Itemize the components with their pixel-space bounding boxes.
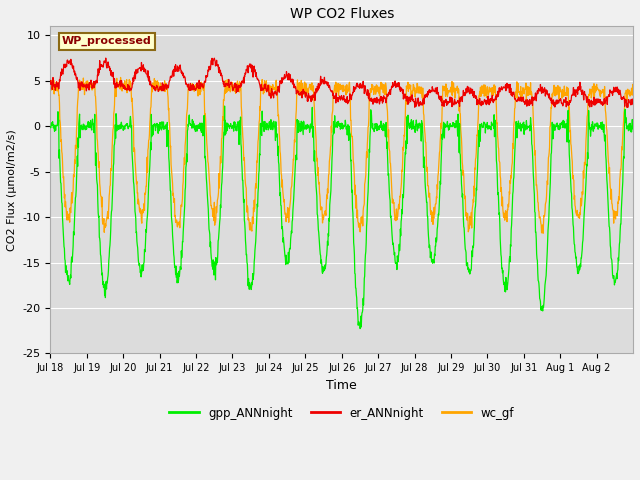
wc_gf — [47, 84, 54, 90]
wc_gf — [540, 230, 547, 236]
Line: er_ANNnight: er_ANNnight — [51, 58, 633, 108]
gpp_ANNnight — [316, 247, 324, 252]
er_ANNnight — [629, 100, 637, 106]
wc_gf — [138, 220, 146, 226]
wc_gf — [316, 192, 324, 198]
Title: WP CO2 Fluxes: WP CO2 Fluxes — [289, 7, 394, 21]
Text: WP_processed: WP_processed — [62, 36, 152, 47]
gpp_ANNnight — [221, 103, 228, 109]
wc_gf — [479, 88, 487, 94]
gpp_ANNnight — [138, 272, 145, 277]
er_ANNnight — [479, 101, 487, 107]
er_ANNnight — [316, 83, 324, 89]
er_ANNnight — [47, 81, 54, 87]
er_ANNnight — [624, 105, 632, 110]
X-axis label: Time: Time — [326, 379, 357, 392]
er_ANNnight — [565, 101, 573, 107]
gpp_ANNnight — [566, 152, 573, 157]
Legend: gpp_ANNnight, er_ANNnight, wc_gf: gpp_ANNnight, er_ANNnight, wc_gf — [164, 402, 518, 424]
gpp_ANNnight — [47, 124, 54, 130]
er_ANNnight — [327, 88, 335, 94]
Line: wc_gf: wc_gf — [51, 77, 633, 233]
gpp_ANNnight — [480, 119, 488, 125]
er_ANNnight — [138, 64, 146, 70]
gpp_ANNnight — [356, 326, 364, 332]
gpp_ANNnight — [327, 188, 335, 194]
Line: gpp_ANNnight: gpp_ANNnight — [51, 106, 633, 329]
wc_gf — [327, 143, 335, 148]
er_ANNnight — [622, 100, 630, 106]
wc_gf — [622, 87, 630, 93]
Y-axis label: CO2 Flux (μmol/m2/s): CO2 Flux (μmol/m2/s) — [7, 129, 17, 251]
wc_gf — [566, 104, 573, 110]
gpp_ANNnight — [622, 115, 630, 121]
wc_gf — [116, 74, 124, 80]
wc_gf — [629, 88, 637, 94]
er_ANNnight — [102, 55, 109, 61]
gpp_ANNnight — [629, 122, 637, 128]
